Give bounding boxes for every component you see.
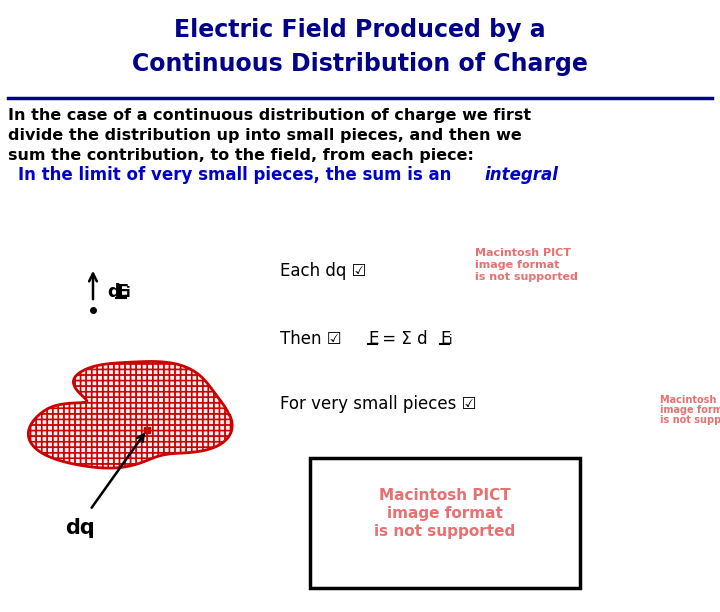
Text: i: i xyxy=(449,334,452,347)
Text: In the limit of very small pieces, the sum is an: In the limit of very small pieces, the s… xyxy=(18,166,457,184)
Polygon shape xyxy=(28,362,232,468)
Text: Macintosh PICT: Macintosh PICT xyxy=(475,248,571,258)
Text: is not supported: is not supported xyxy=(660,415,720,425)
Text: For very small pieces ☑: For very small pieces ☑ xyxy=(280,395,477,413)
Text: i: i xyxy=(126,286,130,300)
Text: dq: dq xyxy=(65,518,95,538)
Text: image format: image format xyxy=(387,506,503,521)
Text: is not supported: is not supported xyxy=(475,272,578,282)
Text: Macintosh PICT: Macintosh PICT xyxy=(660,395,720,405)
Text: E: E xyxy=(116,283,128,301)
Text: E: E xyxy=(368,330,379,348)
Text: i: i xyxy=(88,523,93,538)
Text: Continuous Distribution of Charge: Continuous Distribution of Charge xyxy=(132,52,588,76)
Text: E: E xyxy=(440,330,451,348)
Text: image format: image format xyxy=(660,405,720,415)
Text: Macintosh PICT: Macintosh PICT xyxy=(379,488,511,503)
Text: Each dq ☑: Each dq ☑ xyxy=(280,262,366,280)
Text: sum the contribution, to the field, from each piece:: sum the contribution, to the field, from… xyxy=(8,148,474,163)
Text: image format: image format xyxy=(475,260,559,270)
Text: d: d xyxy=(107,283,120,301)
Bar xyxy=(310,458,580,588)
Text: = Σ d: = Σ d xyxy=(377,330,428,348)
Text: divide the distribution up into small pieces, and then we: divide the distribution up into small pi… xyxy=(8,128,522,143)
Text: integral: integral xyxy=(484,166,558,184)
Text: In the case of a continuous distribution of charge we first: In the case of a continuous distribution… xyxy=(8,108,531,123)
Text: is not supported: is not supported xyxy=(374,524,516,539)
Text: Then ☑: Then ☑ xyxy=(280,330,347,348)
Text: Electric Field Produced by a: Electric Field Produced by a xyxy=(174,18,546,42)
